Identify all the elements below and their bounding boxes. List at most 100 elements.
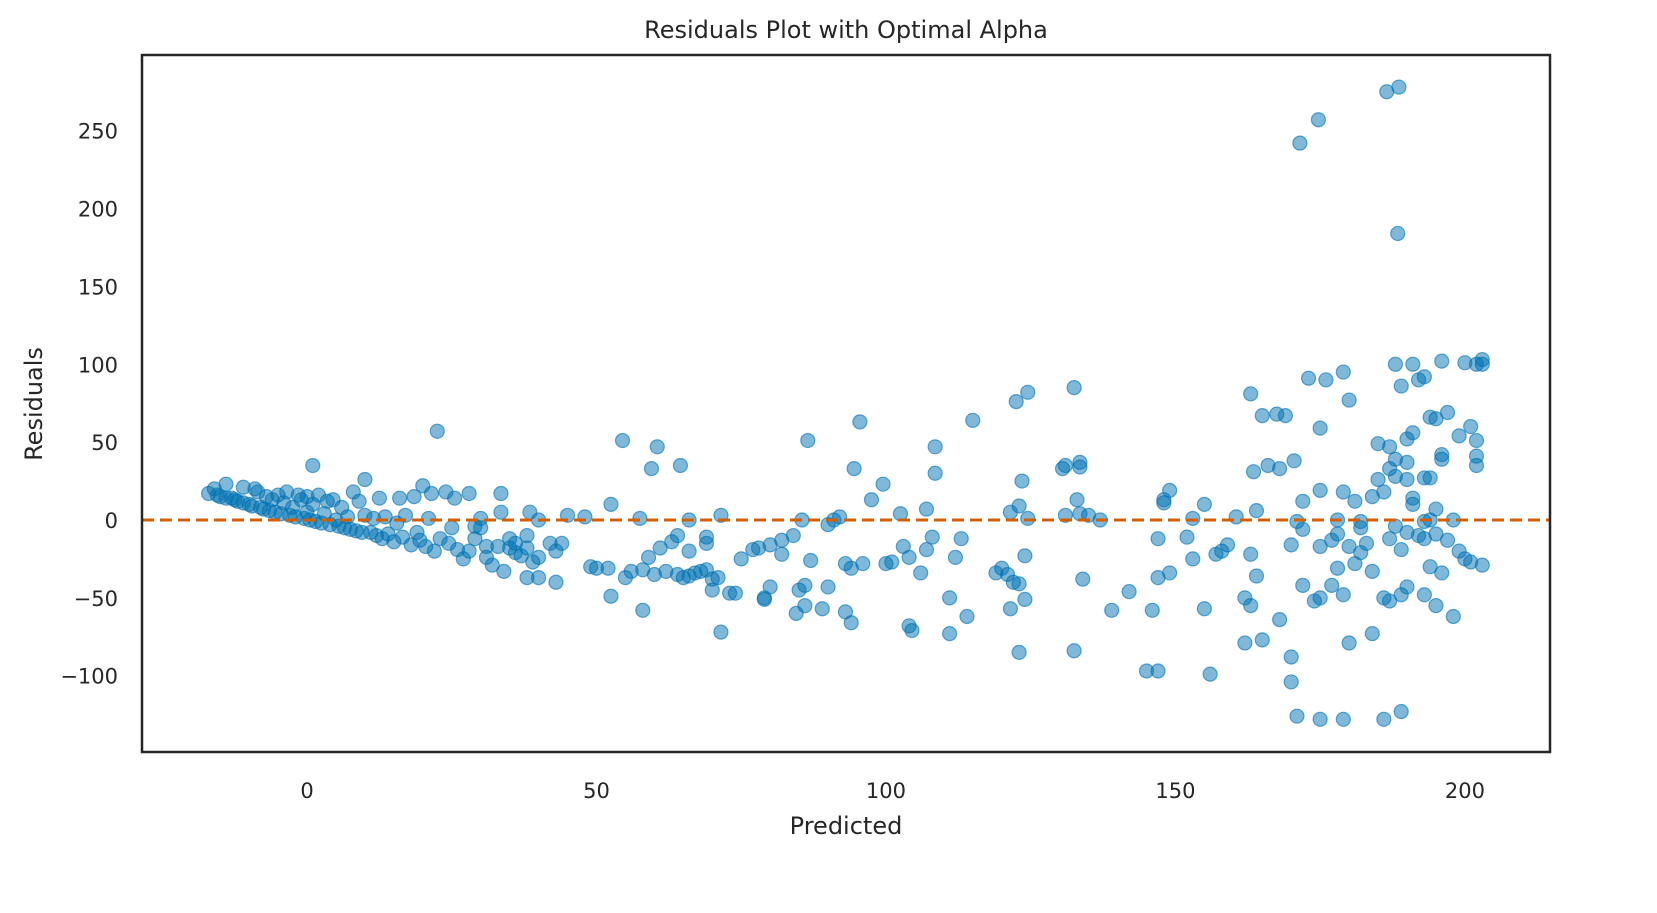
y-axis-label: Residuals [20, 347, 48, 461]
data-point [852, 414, 868, 430]
data-point [1057, 457, 1074, 474]
data-point [774, 546, 790, 562]
data-point [1399, 471, 1415, 488]
data-point [1254, 408, 1270, 424]
data-point [1312, 590, 1328, 606]
data-point [1364, 626, 1380, 642]
data-point [927, 465, 943, 481]
data-point [643, 460, 660, 477]
data-point [1219, 537, 1236, 553]
data-point [1399, 454, 1415, 470]
chart-title: Residuals Plot with Optimal Alpha [644, 16, 1048, 44]
data-point [1017, 548, 1033, 564]
data-point [1434, 565, 1450, 581]
data-point [1335, 484, 1351, 500]
data-point [392, 490, 408, 506]
data-point [1439, 404, 1456, 421]
data-point [913, 565, 929, 581]
data-point [846, 460, 862, 477]
x-tick-label: 150 [1155, 779, 1195, 803]
data-point [1405, 356, 1421, 372]
data-point [1237, 635, 1253, 651]
data-point [924, 529, 940, 545]
data-point [1017, 591, 1033, 607]
data-point [1341, 392, 1357, 408]
data-point [1312, 420, 1328, 436]
data-point [1295, 577, 1311, 593]
data-point [1468, 432, 1485, 449]
data-point [649, 439, 665, 455]
data-point [1335, 364, 1351, 380]
data-point [1075, 571, 1091, 587]
data-point [814, 601, 830, 617]
data-point [1150, 663, 1166, 679]
data-point [1162, 482, 1178, 498]
data-point [1156, 495, 1172, 511]
data-point [1121, 584, 1137, 600]
data-point [1243, 598, 1259, 614]
data-point [797, 598, 813, 614]
x-tick-label: 100 [866, 779, 906, 803]
data-point [652, 540, 668, 556]
data-point [1376, 711, 1392, 727]
data-point [1286, 453, 1302, 469]
data-point [681, 543, 697, 559]
data-point [1272, 612, 1288, 628]
data-point [1393, 541, 1409, 558]
data-point [965, 412, 981, 428]
data-point [554, 535, 570, 551]
data-point [762, 579, 778, 595]
data-point [614, 432, 631, 449]
data-point [1399, 579, 1415, 595]
data-point [901, 549, 917, 565]
data-point [1318, 372, 1334, 388]
data-point [1428, 501, 1444, 517]
data-point [669, 527, 686, 544]
data-point [785, 527, 801, 544]
data-point [461, 543, 477, 559]
data-point [1020, 384, 1036, 400]
data-point [1474, 356, 1490, 372]
data-point [800, 432, 816, 449]
data-point [577, 509, 593, 525]
y-tick-label: 200 [78, 198, 118, 222]
data-point [1347, 493, 1363, 509]
data-point [1329, 560, 1346, 576]
data-point [1002, 601, 1019, 617]
data-point [1341, 538, 1357, 555]
data-point [1185, 551, 1201, 567]
data-point [1324, 577, 1340, 593]
y-tick-label: −100 [60, 665, 118, 689]
data-point [1468, 457, 1485, 474]
data-point [1248, 503, 1265, 519]
data-point [1370, 471, 1386, 488]
x-tick-label: 200 [1445, 779, 1485, 803]
data-point [1393, 378, 1409, 394]
data-point [461, 485, 477, 502]
data-point [600, 560, 616, 576]
data-point [447, 490, 463, 506]
data-point [1245, 464, 1262, 480]
data-point [1335, 711, 1351, 727]
data-point [1428, 526, 1444, 542]
data-point [904, 622, 920, 639]
y-tick-label: 100 [78, 353, 118, 377]
data-point [530, 569, 547, 586]
data-point [1474, 557, 1490, 573]
data-point [1243, 386, 1259, 402]
data-point [884, 554, 900, 570]
data-point [1011, 644, 1027, 660]
data-point [1416, 587, 1432, 603]
data-point [1295, 493, 1311, 509]
data-point [1196, 601, 1212, 617]
data-point [519, 540, 535, 556]
data-point [698, 529, 715, 545]
x-tick-label: 0 [300, 779, 313, 803]
data-point [1391, 79, 1407, 95]
data-point [339, 509, 356, 525]
data-point [493, 485, 509, 502]
y-tick-label: 50 [91, 431, 118, 455]
data-point [1066, 643, 1082, 659]
data-point [832, 509, 848, 525]
data-point [1353, 520, 1369, 536]
